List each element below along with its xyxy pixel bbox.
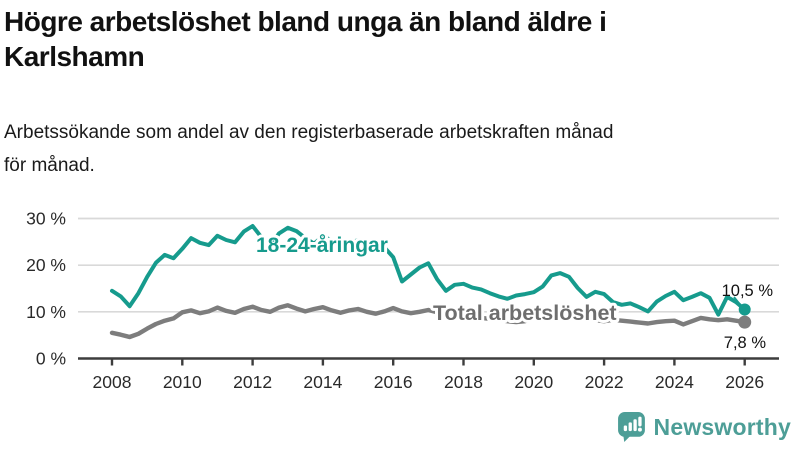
newsworthy-wordmark: Newsworthy (653, 413, 791, 440)
page-title-line-1: Högre arbetslöshet bland unga än bland ä… (4, 6, 607, 37)
x-axis-label-2010: 2010 (163, 372, 202, 392)
total-end-value-label: 7,8 % (724, 334, 767, 352)
chart-subtitle-line-2: för månad. (4, 155, 95, 176)
x-axis-label-2020: 2020 (514, 372, 553, 392)
youth-end-dot (738, 303, 751, 316)
x-axis-label-2014: 2014 (303, 372, 342, 392)
x-axis-label-2018: 2018 (444, 372, 483, 392)
x-axis-label-2012: 2012 (233, 372, 272, 392)
y-axis-label-20: 20 % (26, 255, 66, 275)
youth-end-leader-line (733, 296, 743, 308)
y-axis-label-30: 30 % (26, 208, 66, 228)
x-axis-label-2008: 2008 (93, 372, 132, 392)
page-title-line-2: Karlshamn (4, 41, 145, 72)
chart-subtitle: Arbetssökande som andel av den registerb… (4, 116, 794, 182)
x-axis-label-2024: 2024 (655, 372, 694, 392)
y-axis-label-0: 0 % (36, 349, 66, 369)
newsworthy-logo-icon (617, 412, 645, 442)
x-axis-label-2016: 2016 (374, 372, 413, 392)
youth-series-line (110, 224, 747, 317)
x-axis-label-2026: 2026 (725, 372, 764, 392)
x-axis-label-2022: 2022 (585, 372, 624, 392)
series-label-youth: 18-24-åringar (256, 234, 388, 257)
youth-end-value-label: 10,5 % (722, 282, 774, 300)
newsworthy-attribution: Newsworthy (617, 411, 791, 443)
chart-subtitle-line-1: Arbetssökande som andel av den registerb… (4, 122, 614, 143)
total-series-line (109, 303, 747, 340)
series-label-total: Total arbetslöshet (433, 301, 617, 325)
y-axis-label-10: 10 % (26, 302, 66, 322)
total-end-dot (738, 315, 752, 329)
page-title: Högre arbetslöshet bland unga än bland ä… (4, 4, 784, 74)
